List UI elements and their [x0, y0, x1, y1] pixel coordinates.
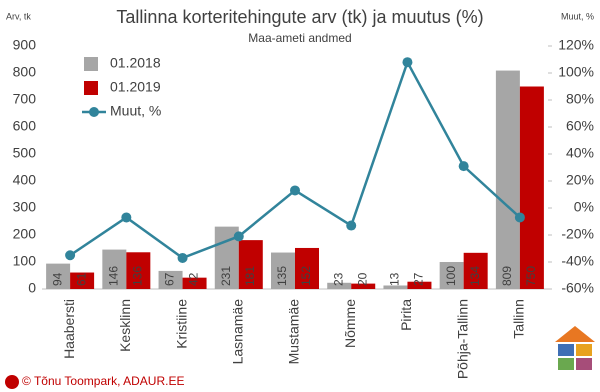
x-tick-label: Haabersti	[61, 299, 77, 359]
legend-label: 01.2018	[110, 55, 161, 71]
data-label: 152	[299, 266, 313, 286]
data-label: 136	[131, 266, 145, 286]
bar	[158, 270, 183, 289]
x-tick-label: Kristiine	[173, 299, 189, 349]
data-label: 100	[444, 266, 458, 286]
data-label: 146	[107, 266, 121, 286]
bar	[295, 247, 319, 289]
y2-tick-label: 40%	[566, 145, 594, 161]
bar	[495, 70, 520, 289]
logo	[555, 326, 595, 370]
legend-label: 01.2019	[110, 79, 161, 95]
y2-tick-label: 20%	[566, 172, 594, 188]
data-label: 27	[412, 272, 426, 286]
y-tick-label: 0	[28, 280, 36, 296]
bar	[70, 272, 95, 289]
marker	[290, 185, 300, 196]
legend-label: Muut, %	[110, 103, 161, 119]
bar	[463, 252, 488, 289]
bar	[102, 249, 127, 289]
y-tick-label: 900	[13, 37, 37, 53]
chart-subtitle: Maa-ameti andmed	[248, 31, 351, 45]
y2-tick-label: -20%	[561, 226, 594, 242]
bar	[46, 263, 71, 289]
y-tick-label: 600	[13, 118, 37, 134]
marker	[233, 231, 244, 242]
y2-tick-label: 0%	[574, 199, 594, 215]
legend-swatch	[84, 57, 98, 71]
marker	[514, 212, 525, 223]
data-label: 809	[500, 266, 514, 286]
data-label: 23	[331, 272, 345, 286]
y2-tick-label: 100%	[558, 64, 594, 80]
y2-tick-label: -40%	[561, 253, 594, 269]
y-tick-label: 100	[13, 253, 37, 269]
y-tick-label: 800	[13, 64, 37, 80]
y-tick-label: 500	[13, 145, 37, 161]
bar	[126, 252, 151, 289]
marker	[65, 250, 76, 261]
bar	[351, 283, 376, 289]
y-axis-label: Arv, tk	[6, 11, 31, 21]
bar	[327, 282, 352, 289]
source: © Tõnu Toompark, ADAUR.EE	[22, 374, 184, 388]
y-tick-label: 700	[13, 91, 37, 107]
bar	[383, 285, 408, 289]
chart-title: Tallinna korteritehingute arv (tk) ja mu…	[116, 7, 483, 27]
data-label: 181	[243, 266, 257, 286]
y2-tick-label: 60%	[566, 118, 594, 134]
x-tick-label: Kesklinn	[117, 299, 133, 352]
marker	[177, 252, 188, 263]
data-label: 231	[219, 266, 233, 286]
y-tick-label: 300	[13, 199, 37, 215]
data-label: 13	[388, 272, 402, 286]
bar	[182, 277, 207, 289]
y-tick-label: 400	[13, 172, 37, 188]
data-label: 61	[74, 272, 88, 286]
bar	[238, 240, 263, 289]
x-tick-label: Nõmme	[342, 299, 358, 348]
legend-swatch	[84, 81, 98, 95]
x-tick-label: Mustamäe	[286, 299, 302, 365]
bar	[407, 281, 432, 289]
data-label: 135	[275, 266, 289, 286]
bar	[271, 252, 295, 289]
data-label: 67	[163, 272, 177, 286]
marker	[121, 212, 132, 223]
marker	[402, 57, 413, 68]
x-tick-label: Lasnamäe	[229, 299, 245, 365]
marker	[346, 220, 357, 231]
y2-tick-label: 80%	[566, 91, 594, 107]
data-label: 20	[355, 272, 369, 286]
marker	[458, 161, 469, 172]
x-tick-label: Põhja-Tallinn	[454, 299, 470, 379]
data-label: 134	[468, 266, 482, 286]
x-tick-label: Tallinn	[511, 299, 527, 339]
copyright-icon	[5, 375, 19, 389]
y2-axis-label: Muut, %	[561, 11, 594, 21]
bar	[439, 262, 464, 289]
legend-marker	[89, 107, 99, 117]
x-tick-label: Pirita	[398, 299, 414, 331]
bar	[519, 86, 544, 289]
data-label: 94	[50, 272, 64, 286]
y2-tick-label: 120%	[558, 37, 594, 53]
data-label: 42	[187, 272, 201, 286]
y-tick-label: 200	[13, 226, 37, 242]
data-label: 750	[524, 266, 538, 286]
y2-tick-label: -60%	[561, 280, 594, 296]
